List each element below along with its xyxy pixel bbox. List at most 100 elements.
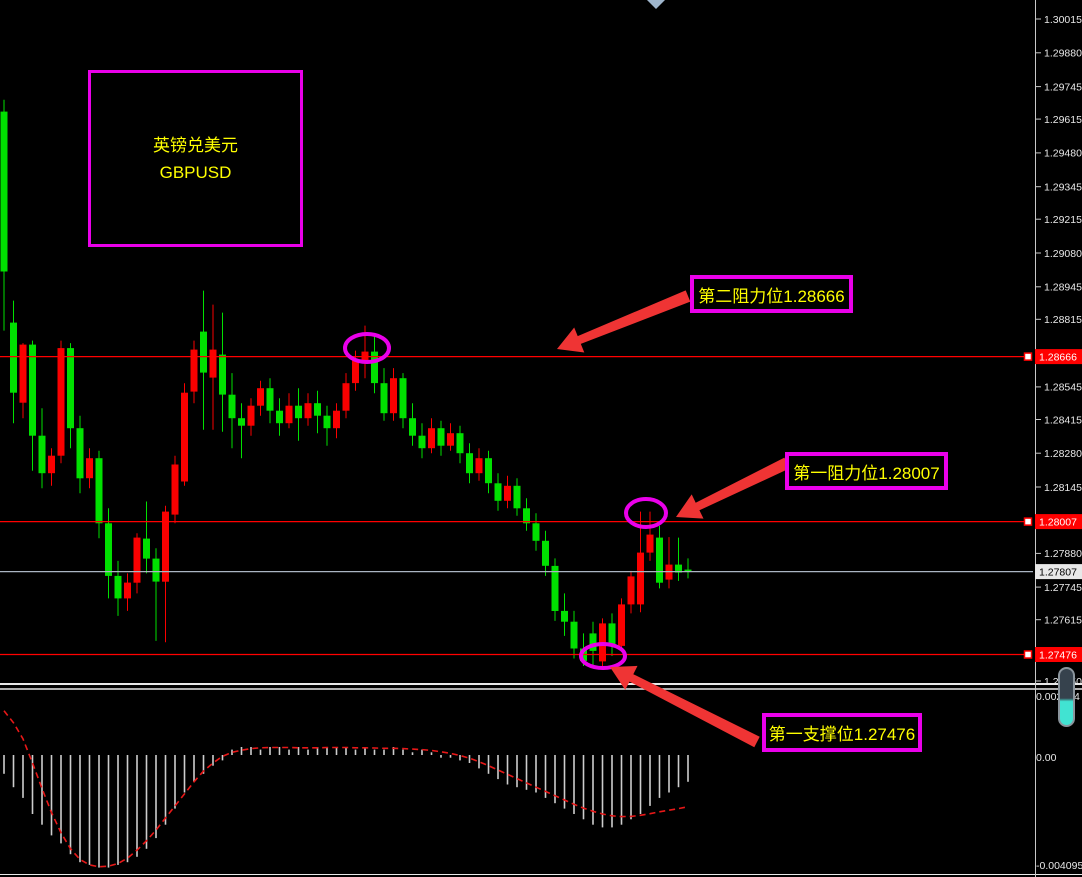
highlight-ellipse[interactable] xyxy=(579,642,627,670)
candle-body xyxy=(523,508,530,524)
candle-body xyxy=(304,403,312,419)
symbol-ticker: GBPUSD xyxy=(159,162,232,182)
price-axis-label: 1.28815 xyxy=(1044,314,1082,326)
candle-body xyxy=(219,354,226,395)
price-axis-label: 1.27615 xyxy=(1044,615,1082,627)
annotation-arrow[interactable] xyxy=(610,665,760,748)
candle-body xyxy=(200,331,207,373)
candle-body xyxy=(570,621,578,649)
candle-body xyxy=(143,538,150,559)
candle-body xyxy=(561,610,568,622)
candle-body xyxy=(133,537,141,583)
price-axis-label: 1.29615 xyxy=(1044,114,1082,126)
candle-body xyxy=(238,418,245,426)
level-price-badge-text: 1.27476 xyxy=(1039,650,1077,662)
annotation-arrow[interactable] xyxy=(557,290,691,353)
candle-body xyxy=(76,428,84,479)
candle-body xyxy=(67,348,74,429)
highlight-ellipse[interactable] xyxy=(343,332,391,364)
candle-body xyxy=(29,344,36,436)
price-axis-label: 1.28415 xyxy=(1044,414,1082,426)
level-price-badge xyxy=(1035,647,1082,662)
candle-body xyxy=(409,418,416,436)
candle-body xyxy=(380,383,388,414)
candle-body xyxy=(447,433,454,446)
candle-body xyxy=(190,349,198,392)
candle-body xyxy=(494,483,502,501)
candle-body xyxy=(675,564,682,573)
candle-body xyxy=(10,322,17,393)
price-axis-label: 1.29745 xyxy=(1044,81,1082,93)
resistance1-label-box[interactable]: 第一阻力位1.28007 xyxy=(785,452,948,490)
support1-label-box[interactable]: 第一支撑位1.27476 xyxy=(762,713,922,752)
candle-body xyxy=(285,405,293,424)
current-price-badge-text: 1.27807 xyxy=(1039,567,1077,579)
candle-body xyxy=(342,383,350,411)
support1-line-handle[interactable] xyxy=(1023,650,1033,659)
candle-body xyxy=(608,623,616,646)
candle-body xyxy=(314,403,321,416)
resistance1-line-handle[interactable] xyxy=(1023,517,1033,526)
candle-body xyxy=(86,458,93,479)
price-axis-label: 1.28280 xyxy=(1044,448,1082,460)
candle-body xyxy=(57,348,65,456)
candle-body xyxy=(551,565,559,611)
candle-body xyxy=(105,523,112,576)
price-axis-label: 1.29215 xyxy=(1044,214,1082,226)
resistance2-label: 第二阻力位1.28666 xyxy=(698,286,845,306)
annotation-arrow[interactable] xyxy=(676,457,790,519)
candle-body xyxy=(684,569,692,572)
candle-body xyxy=(485,458,492,484)
scroll-top-marker-icon[interactable] xyxy=(647,0,665,9)
price-axis-label: 1.29080 xyxy=(1044,248,1082,260)
highlight-ellipse[interactable] xyxy=(624,497,668,529)
candle-body xyxy=(371,351,378,384)
level-price-badge-text: 1.28007 xyxy=(1039,517,1077,529)
level-price-badge xyxy=(1035,514,1082,530)
candle-body xyxy=(542,540,549,566)
resistance2-label-box[interactable]: 第二阻力位1.28666 xyxy=(690,275,853,313)
candle-body xyxy=(162,511,169,582)
candle-body xyxy=(181,392,188,482)
price-axis-label: 1.29480 xyxy=(1044,148,1082,160)
candle-body xyxy=(589,633,597,651)
candle-body xyxy=(466,453,473,474)
price-axis-label: 1.28545 xyxy=(1044,382,1082,394)
candle-body xyxy=(95,458,103,524)
candle-body xyxy=(247,405,255,426)
candle-body xyxy=(656,537,663,583)
candle-body xyxy=(618,604,625,646)
support1-label: 第一支撑位1.27476 xyxy=(768,725,916,744)
candle-body xyxy=(171,464,179,515)
resistance2-line-handle[interactable] xyxy=(1023,352,1033,361)
candle-body xyxy=(418,435,426,449)
price-axis-label: 1.29880 xyxy=(1044,48,1082,60)
candle-body xyxy=(114,575,122,599)
candle-body xyxy=(124,582,131,599)
candle-body xyxy=(48,455,55,474)
candle-body xyxy=(428,428,435,449)
level-price-badge xyxy=(1035,349,1082,365)
candle-body xyxy=(276,410,283,424)
candle-body xyxy=(295,405,302,419)
candle-body xyxy=(352,360,359,384)
candle-body xyxy=(257,388,264,406)
scrollbar-thumb[interactable] xyxy=(1058,667,1075,727)
candle-body xyxy=(646,534,654,553)
indicator-axis-label-bottom: -0.004095 xyxy=(1036,860,1082,872)
candle-body xyxy=(627,576,635,605)
price-axis-label: 1.30015 xyxy=(1044,14,1082,26)
candle-body xyxy=(637,552,644,605)
candle-body xyxy=(266,388,274,411)
candle-body xyxy=(513,485,521,509)
resistance1-label: 第一阻力位1.28007 xyxy=(793,463,940,483)
candle-body xyxy=(390,378,397,414)
signal-line xyxy=(3,710,689,868)
candle-body xyxy=(38,435,46,474)
candle-body xyxy=(504,485,511,501)
symbol-title-box[interactable]: 英镑兑美元 GBPUSD xyxy=(88,70,303,247)
candle-body xyxy=(228,394,236,419)
candle-body xyxy=(456,433,464,454)
